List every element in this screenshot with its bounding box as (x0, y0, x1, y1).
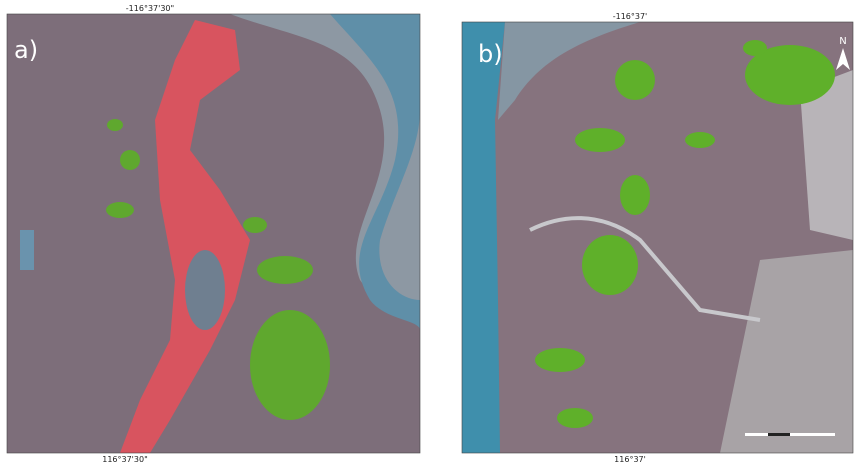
island (185, 250, 225, 330)
bottom-coordinate: 116°37'30" (102, 455, 148, 464)
panel-label: a) (14, 36, 38, 64)
panel-label: b) (478, 40, 503, 68)
panel-b-image (462, 22, 853, 453)
scale-bar (745, 433, 835, 436)
panel-a-image (7, 14, 420, 453)
top-coordinate: -116°37'30" (126, 4, 174, 13)
pond (20, 230, 34, 270)
scale-bar-segment (768, 433, 790, 436)
bottom-coordinate: 116°37' (614, 455, 646, 464)
north-label: N (839, 36, 846, 47)
top-coordinate: -116°37' (613, 12, 648, 21)
figure: a) -116°37'30" 116°37'30" b) -116°37' 11… (0, 0, 859, 464)
